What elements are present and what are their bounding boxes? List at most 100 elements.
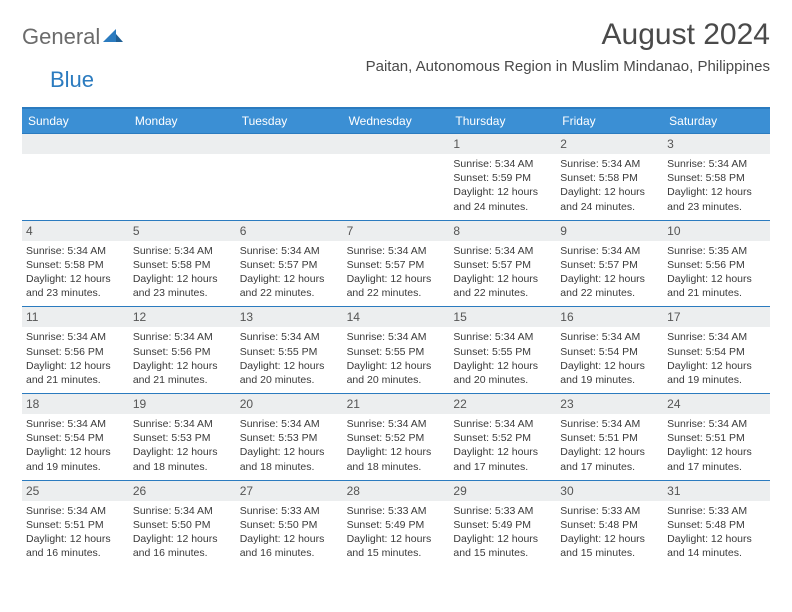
sunrise-line: Sunrise: 5:33 AM: [347, 504, 446, 518]
daylight-line: Daylight: 12 hours and 19 minutes.: [560, 359, 659, 387]
day-cell: 27Sunrise: 5:33 AMSunset: 5:50 PMDayligh…: [236, 481, 343, 567]
daylight-line: Daylight: 12 hours and 17 minutes.: [560, 445, 659, 473]
daylight-line: Daylight: 12 hours and 19 minutes.: [26, 445, 125, 473]
daylight-line: Daylight: 12 hours and 14 minutes.: [667, 532, 766, 560]
daylight-line: Daylight: 12 hours and 22 minutes.: [560, 272, 659, 300]
week-row: 11Sunrise: 5:34 AMSunset: 5:56 PMDayligh…: [22, 306, 770, 393]
weekday-header-row: Sunday Monday Tuesday Wednesday Thursday…: [22, 109, 770, 133]
day-cell: 22Sunrise: 5:34 AMSunset: 5:52 PMDayligh…: [449, 394, 556, 480]
sunset-line: Sunset: 5:53 PM: [133, 431, 232, 445]
sunset-line: Sunset: 5:49 PM: [453, 518, 552, 532]
sunset-line: Sunset: 5:58 PM: [560, 171, 659, 185]
daylight-line: Daylight: 12 hours and 15 minutes.: [560, 532, 659, 560]
day-cell: 26Sunrise: 5:34 AMSunset: 5:50 PMDayligh…: [129, 481, 236, 567]
daylight-line: Daylight: 12 hours and 16 minutes.: [133, 532, 232, 560]
day-number: 25: [22, 481, 129, 501]
day-cell: 2Sunrise: 5:34 AMSunset: 5:58 PMDaylight…: [556, 134, 663, 220]
daylight-line: Daylight: 12 hours and 20 minutes.: [347, 359, 446, 387]
day-cell: 20Sunrise: 5:34 AMSunset: 5:53 PMDayligh…: [236, 394, 343, 480]
daylight-line: Daylight: 12 hours and 17 minutes.: [667, 445, 766, 473]
day-number: 27: [236, 481, 343, 501]
sunrise-line: Sunrise: 5:35 AM: [667, 244, 766, 258]
day-cell: 7Sunrise: 5:34 AMSunset: 5:57 PMDaylight…: [343, 221, 450, 307]
sunrise-line: Sunrise: 5:34 AM: [240, 244, 339, 258]
day-cell: 11Sunrise: 5:34 AMSunset: 5:56 PMDayligh…: [22, 307, 129, 393]
day-cell: 29Sunrise: 5:33 AMSunset: 5:49 PMDayligh…: [449, 481, 556, 567]
sunset-line: Sunset: 5:48 PM: [560, 518, 659, 532]
sunset-line: Sunset: 5:55 PM: [240, 345, 339, 359]
day-cell: 8Sunrise: 5:34 AMSunset: 5:57 PMDaylight…: [449, 221, 556, 307]
daylight-line: Daylight: 12 hours and 15 minutes.: [453, 532, 552, 560]
sunset-line: Sunset: 5:51 PM: [560, 431, 659, 445]
week-row: 4Sunrise: 5:34 AMSunset: 5:58 PMDaylight…: [22, 220, 770, 307]
sunset-line: Sunset: 5:54 PM: [560, 345, 659, 359]
day-number: [343, 134, 450, 154]
calendar-grid: Sunday Monday Tuesday Wednesday Thursday…: [22, 107, 770, 566]
sunrise-line: Sunrise: 5:34 AM: [26, 244, 125, 258]
day-number: 29: [449, 481, 556, 501]
week-row: 1Sunrise: 5:34 AMSunset: 5:59 PMDaylight…: [22, 133, 770, 220]
sunset-line: Sunset: 5:49 PM: [347, 518, 446, 532]
day-number: 12: [129, 307, 236, 327]
sunset-line: Sunset: 5:53 PM: [240, 431, 339, 445]
day-cell: 3Sunrise: 5:34 AMSunset: 5:58 PMDaylight…: [663, 134, 770, 220]
day-number: 10: [663, 221, 770, 241]
day-cell: 23 Sunrise: 5:34 AMSunset: 5:51 PMDayligh…: [556, 394, 663, 480]
weekday-header: Saturday: [663, 109, 770, 133]
sunrise-line: Sunrise: 5:34 AM: [133, 244, 232, 258]
sunset-line: Sunset: 5:57 PM: [347, 258, 446, 272]
daylight-line: Daylight: 12 hours and 18 minutes.: [347, 445, 446, 473]
sunset-line: Sunset: 5:52 PM: [453, 431, 552, 445]
day-cell: 16Sunrise: 5:34 AMSunset: 5:54 PMDayligh…: [556, 307, 663, 393]
sunset-line: Sunset: 5:57 PM: [560, 258, 659, 272]
day-number: 31: [663, 481, 770, 501]
weeks-container: 1Sunrise: 5:34 AMSunset: 5:59 PMDaylight…: [22, 133, 770, 566]
day-cell: [129, 134, 236, 220]
day-cell: [22, 134, 129, 220]
sunrise-line: Sunrise: 5:34 AM: [453, 330, 552, 344]
sunrise-line: Sunrise: 5:33 AM: [240, 504, 339, 518]
sunset-line: Sunset: 5:51 PM: [667, 431, 766, 445]
sunrise-line: Sunrise: 5:34 AM: [560, 417, 659, 431]
sunrise-line: Sunrise: 5:34 AM: [667, 157, 766, 171]
sunset-line: Sunset: 5:50 PM: [133, 518, 232, 532]
sunrise-line: Sunrise: 5:34 AM: [560, 157, 659, 171]
sunset-line: Sunset: 5:52 PM: [347, 431, 446, 445]
daylight-line: Daylight: 12 hours and 22 minutes.: [453, 272, 552, 300]
sunrise-line: Sunrise: 5:34 AM: [26, 504, 125, 518]
daylight-line: Daylight: 12 hours and 20 minutes.: [240, 359, 339, 387]
sunrise-line: Sunrise: 5:34 AM: [347, 417, 446, 431]
day-number: 4: [22, 221, 129, 241]
daylight-line: Daylight: 12 hours and 22 minutes.: [240, 272, 339, 300]
sunrise-line: Sunrise: 5:34 AM: [133, 504, 232, 518]
day-number: 20: [236, 394, 343, 414]
daylight-line: Daylight: 12 hours and 18 minutes.: [240, 445, 339, 473]
sunrise-line: Sunrise: 5:34 AM: [667, 417, 766, 431]
weekday-header: Friday: [556, 109, 663, 133]
day-cell: [343, 134, 450, 220]
daylight-line: Daylight: 12 hours and 17 minutes.: [453, 445, 552, 473]
day-number: [129, 134, 236, 154]
day-cell: 12Sunrise: 5:34 AMSunset: 5:56 PMDayligh…: [129, 307, 236, 393]
day-number: 5: [129, 221, 236, 241]
day-number: 15: [449, 307, 556, 327]
week-row: 18Sunrise: 5:34 AMSunset: 5:54 PMDayligh…: [22, 393, 770, 480]
sunset-line: Sunset: 5:50 PM: [240, 518, 339, 532]
day-cell: 19Sunrise: 5:34 AMSunset: 5:53 PMDayligh…: [129, 394, 236, 480]
sunrise-line: Sunrise: 5:34 AM: [26, 417, 125, 431]
brand-logo: General: [22, 18, 125, 50]
day-number: 8: [449, 221, 556, 241]
sunrise-line: Sunrise: 5:33 AM: [667, 504, 766, 518]
sunset-line: Sunset: 5:51 PM: [26, 518, 125, 532]
day-number: [22, 134, 129, 154]
weekday-header: Tuesday: [236, 109, 343, 133]
day-number: 24: [663, 394, 770, 414]
location-subtitle: Paitan, Autonomous Region in Muslim Mind…: [366, 58, 770, 75]
sunset-line: Sunset: 5:57 PM: [240, 258, 339, 272]
day-number: 3: [663, 134, 770, 154]
day-number: 23: [556, 394, 663, 414]
day-cell: 6Sunrise: 5:34 AMSunset: 5:57 PMDaylight…: [236, 221, 343, 307]
sunset-line: Sunset: 5:58 PM: [26, 258, 125, 272]
day-number: 28: [343, 481, 450, 501]
day-number: 16: [556, 307, 663, 327]
